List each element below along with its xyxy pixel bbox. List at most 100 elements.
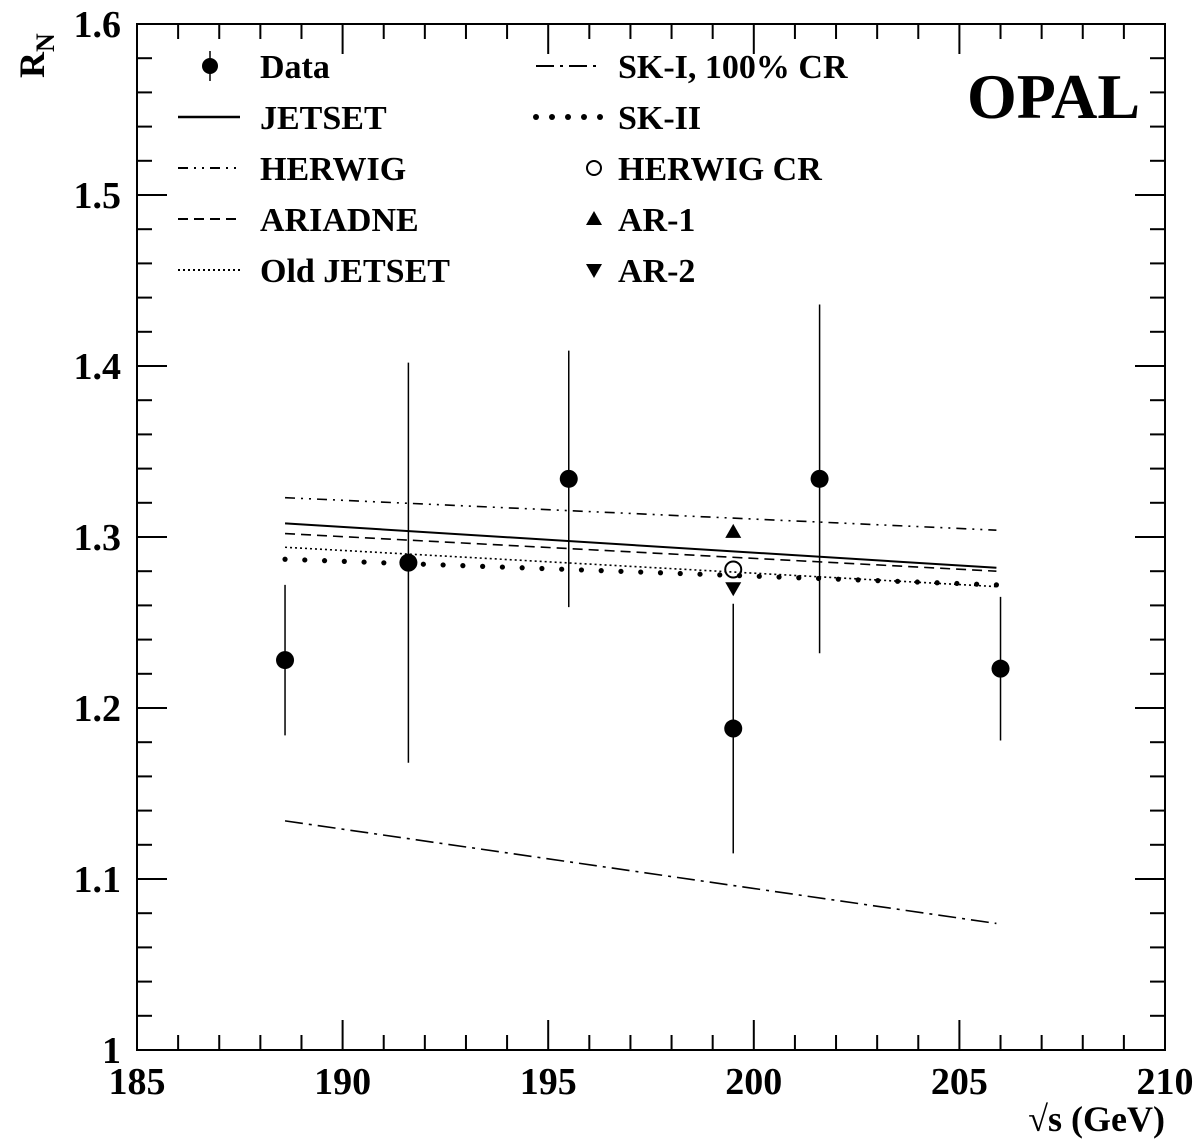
legend-label: SK-I, 100% CR <box>618 49 848 86</box>
series-dot <box>796 575 802 581</box>
series-dot <box>638 569 644 575</box>
x-tick-label: 200 <box>725 1061 782 1103</box>
series-dot <box>519 565 525 571</box>
model-lines <box>282 496 1000 925</box>
legend-label: ARIADNE <box>260 202 419 239</box>
y-tick-label: 1.6 <box>74 4 122 46</box>
legend-entry-old-jetset: Old JETSET <box>178 253 450 290</box>
y-tick-label: 1.5 <box>74 175 122 217</box>
y-tick-label: 1.3 <box>74 517 122 559</box>
series-line-ariadne <box>284 532 997 572</box>
series-dot <box>835 576 841 582</box>
series-dot <box>321 558 328 564</box>
series-dot <box>302 557 308 563</box>
legend-symbol-dot <box>565 114 571 120</box>
x-tick-label: 185 <box>109 1061 166 1103</box>
legend-entry-sk-ii: SK-II <box>533 100 701 137</box>
y-axis-title: RN <box>12 33 60 78</box>
legend-label: JETSET <box>260 100 387 137</box>
legend-entry-ar-2: AR-2 <box>586 253 695 290</box>
series-dot <box>717 572 723 578</box>
y-tick-label: 1 <box>102 1030 121 1072</box>
x-tick-label: 195 <box>520 1061 577 1103</box>
data-point <box>991 659 1010 678</box>
series-dot <box>361 559 367 565</box>
legend-label: HERWIG CR <box>618 151 822 188</box>
legend: Data JETSET HERWIG ARIADNE Old JETSET SK-I, 1… <box>178 49 848 290</box>
series-line-sk-i-100-cr <box>284 820 997 925</box>
legend-symbol-dot <box>533 114 539 120</box>
series-dot <box>815 575 822 582</box>
series-dot <box>934 580 940 586</box>
y-tick-label: 1.4 <box>74 346 122 388</box>
legend-label: Data <box>260 49 330 86</box>
marker-ar-1 <box>725 523 742 538</box>
tick-labels: 185 190 195 200 205 210 1 1.1 1.2 1.3 1.4 1.5 1.6 <box>74 4 1194 1103</box>
x-axis-title: √s (GeV) <box>1028 1099 1165 1139</box>
legend-entry-sk-i-100-cr: SK-I, 100% CR <box>536 49 848 86</box>
x-tick-label: 210 <box>1137 1061 1194 1103</box>
series-dot <box>282 556 288 562</box>
series-dot <box>341 558 347 564</box>
series-dot <box>559 566 565 572</box>
marker-ar-2 <box>725 582 742 597</box>
data-point <box>810 469 829 488</box>
experiment-label: OPAL <box>967 61 1140 132</box>
legend-symbol-data <box>202 58 218 74</box>
legend-label: AR-2 <box>618 253 695 290</box>
series-dot <box>895 578 901 584</box>
data-points <box>276 304 1010 854</box>
series-dot <box>578 567 585 573</box>
legend-entry-herwig-cr: HERWIG CR <box>586 151 822 188</box>
y-axis-title-subscript: N <box>31 33 60 52</box>
series-dot <box>776 574 782 580</box>
legend-label: SK-II <box>618 100 701 137</box>
series-dot <box>657 570 664 576</box>
marker-herwig-cr <box>724 560 743 579</box>
y-tick-label: 1.2 <box>74 688 122 730</box>
series-dot <box>480 563 486 569</box>
series-dot <box>993 582 1000 588</box>
series-line-jetset <box>284 522 997 569</box>
axis-ticks <box>136 23 1166 1051</box>
series-dot <box>598 568 604 574</box>
legend-entry-ariadne: ARIADNE <box>178 202 419 239</box>
x-tick-label: 205 <box>931 1061 988 1103</box>
series-dot <box>875 578 881 584</box>
model-markers <box>724 523 743 597</box>
data-point <box>399 553 418 572</box>
legend-entry-data: Data <box>202 49 330 86</box>
series-dot <box>618 568 624 574</box>
series-line-herwig <box>284 496 997 531</box>
legend-entry-jetset: JETSET <box>178 100 387 137</box>
y-axis-title-main: R <box>12 51 52 78</box>
legend-entry-herwig: HERWIG <box>178 151 406 188</box>
data-point <box>559 469 578 488</box>
legend-entry-ar-1: AR-1 <box>586 202 695 239</box>
series-dot <box>756 573 762 579</box>
series-dot <box>420 561 426 567</box>
legend-symbol-dot <box>549 114 555 120</box>
series-dot <box>460 563 466 569</box>
series-line-old-jetset <box>284 546 997 588</box>
series-dot <box>954 580 960 587</box>
series-dot <box>677 570 683 577</box>
series-dot <box>697 571 703 577</box>
legend-label: Old JETSET <box>260 253 450 290</box>
legend-symbol-dot <box>581 114 587 120</box>
legend-symbol-dot <box>597 114 603 120</box>
series-dot <box>914 579 920 585</box>
data-point <box>724 719 743 738</box>
series-dot <box>855 577 861 583</box>
series-dot <box>381 560 387 566</box>
legend-symbol-triangle-down <box>586 264 602 278</box>
series-dot <box>440 562 446 568</box>
legend-label: HERWIG <box>260 151 406 188</box>
legend-symbol-triangle-up <box>586 211 602 225</box>
series-dot <box>499 564 505 570</box>
y-tick-label: 1.1 <box>74 859 122 901</box>
series-dot <box>974 581 980 587</box>
legend-symbol-open-circle <box>586 160 602 176</box>
series-dot <box>539 565 545 572</box>
